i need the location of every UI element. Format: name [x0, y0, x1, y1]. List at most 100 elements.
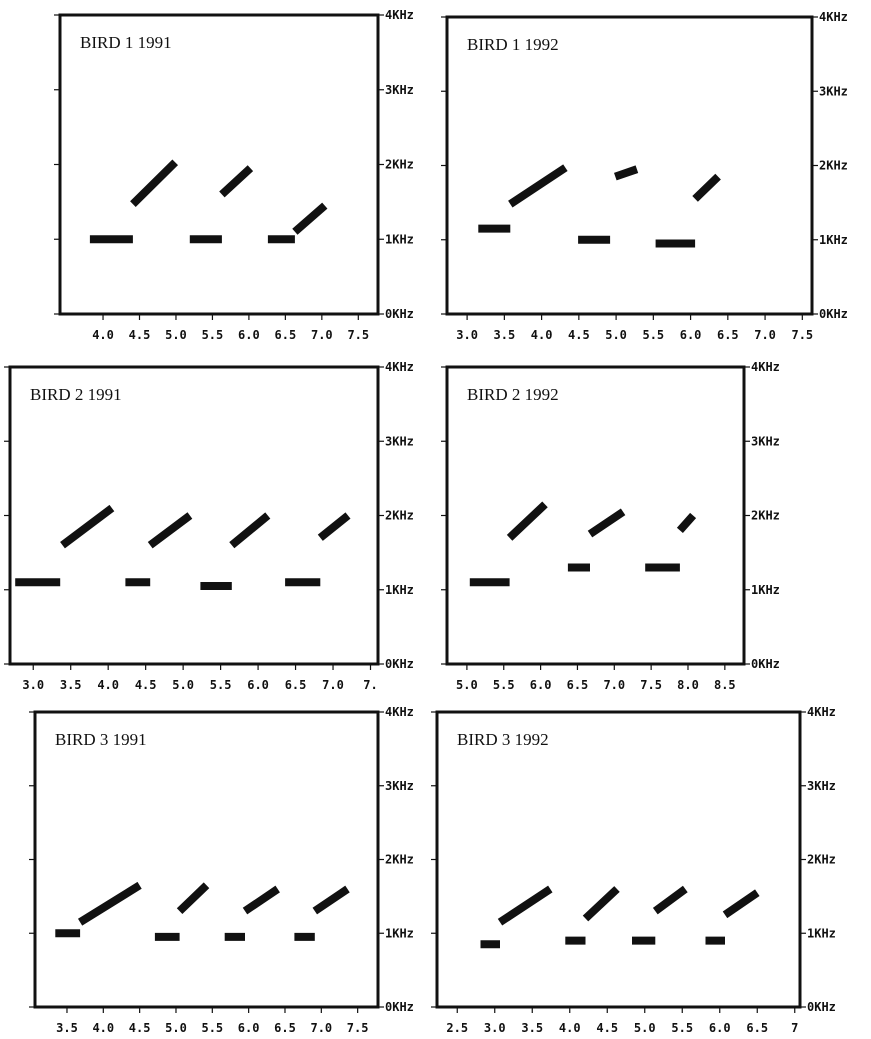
- x-tick-label: 7.: [363, 678, 377, 692]
- y-tick-label: 0KHz: [385, 307, 414, 321]
- y-tick-label: 2KHz: [385, 853, 414, 867]
- x-tick-label: 5.0: [172, 678, 194, 692]
- y-tick-label: 2KHz: [807, 853, 836, 867]
- y-tick-label: 2KHz: [751, 509, 780, 523]
- y-tick-label: 0KHz: [807, 1000, 836, 1014]
- y-tick-label: 1KHz: [385, 926, 414, 940]
- x-tick-label: 4.5: [568, 328, 590, 342]
- y-tick-label: 1KHz: [807, 926, 836, 940]
- x-tick-label: 3.0: [456, 328, 478, 342]
- y-tick-label: 3KHz: [807, 779, 836, 793]
- x-tick-label: 5.0: [634, 1021, 656, 1035]
- figure: BIRD 1 1991 4.0 4.5 5.0 5.5 6.0 6.5 7.0 7.5 0KHz 1…: [0, 0, 871, 1039]
- y-tick-label: 1KHz: [385, 232, 414, 246]
- y-tick-label: 4KHz: [819, 10, 848, 24]
- plot-frame: [447, 367, 744, 664]
- x-tick-label: 6.0: [530, 678, 552, 692]
- x-tick-label: 4.0: [97, 678, 119, 692]
- syllable-trace: [15, 508, 348, 586]
- panel-title: BIRD 2 1991: [30, 385, 122, 404]
- x-tick-label: 6.5: [567, 678, 589, 692]
- x-tick-label: 5.0: [605, 328, 627, 342]
- y-tick-label: 4KHz: [385, 705, 414, 719]
- y-tick-label: 0KHz: [385, 1000, 414, 1014]
- y-tick-label: 2KHz: [385, 158, 414, 172]
- panel-title: BIRD 2 1992: [467, 385, 559, 404]
- x-tick-label: 6.0: [238, 328, 260, 342]
- y-tick-label: 1KHz: [819, 233, 848, 247]
- y-tick-label: 4KHz: [807, 705, 836, 719]
- x-tick-label: 7.5: [791, 328, 813, 342]
- x-tick-label: 5.5: [201, 1021, 223, 1035]
- y-tick-label: 3KHz: [385, 83, 414, 97]
- x-tick-label: 5.0: [165, 1021, 187, 1035]
- x-tick-label: 5.5: [210, 678, 232, 692]
- x-tick-label: 6.0: [680, 328, 702, 342]
- x-tick-label: 3.5: [494, 328, 516, 342]
- x-tick-label: 5.5: [642, 328, 664, 342]
- x-tick-label: 2.5: [446, 1021, 468, 1035]
- syllable-trace: [478, 168, 718, 244]
- x-tick-label: 4.5: [129, 1021, 151, 1035]
- x-tick-label: 4.0: [92, 1021, 114, 1035]
- x-tick-label: 7.0: [754, 328, 776, 342]
- y-tick-label: 4KHz: [385, 360, 414, 374]
- panel-title: BIRD 3 1992: [457, 730, 549, 749]
- y-tick-label: 0KHz: [819, 307, 848, 321]
- x-tick-label: 7.0: [311, 328, 333, 342]
- x-tick-label: 6.0: [247, 678, 269, 692]
- x-tick-label: 7.0: [310, 1021, 332, 1035]
- syllable-trace: [55, 885, 347, 937]
- y-tick-label: 4KHz: [385, 8, 414, 22]
- x-tick-label: 3.0: [22, 678, 44, 692]
- x-tick-label: 5.5: [493, 678, 515, 692]
- x-tick-label: 5.5: [671, 1021, 693, 1035]
- y-tick-label: 0KHz: [751, 657, 780, 671]
- y-tick-label: 1KHz: [385, 583, 414, 597]
- x-tick-label: 8.0: [677, 678, 699, 692]
- y-tick-label: 3KHz: [751, 434, 780, 448]
- x-tick-label: 4.0: [559, 1021, 581, 1035]
- plot-frame: [60, 15, 378, 314]
- panel-title: BIRD 1 1991: [80, 33, 172, 52]
- x-tick-label: 6.5: [274, 1021, 296, 1035]
- y-tick-label: 2KHz: [819, 159, 848, 173]
- x-tick-label: 6.5: [275, 328, 297, 342]
- syllable-trace: [470, 504, 693, 582]
- y-tick-label: 0KHz: [385, 657, 414, 671]
- x-tick-label: 8.5: [714, 678, 736, 692]
- x-tick-label: 7.5: [347, 1021, 369, 1035]
- x-tick-label: 6.0: [238, 1021, 260, 1035]
- x-tick-label: 6.0: [709, 1021, 731, 1035]
- plot-frame: [447, 17, 812, 314]
- x-tick-label: 7.0: [603, 678, 625, 692]
- y-tick-label: 3KHz: [385, 779, 414, 793]
- syllable-trace: [481, 889, 758, 944]
- syllable-trace: [90, 162, 325, 239]
- x-tick-label: 6.5: [746, 1021, 768, 1035]
- x-tick-label: 3.5: [60, 678, 82, 692]
- plot-frame: [437, 712, 800, 1007]
- x-tick-label: 4.0: [92, 328, 114, 342]
- x-tick-label: 5.0: [456, 678, 478, 692]
- panel-title: BIRD 1 1992: [467, 35, 559, 54]
- x-tick-label: 3.0: [484, 1021, 506, 1035]
- x-tick-label: 4.5: [596, 1021, 618, 1035]
- y-tick-label: 4KHz: [751, 360, 780, 374]
- x-tick-label: 7: [791, 1021, 798, 1035]
- y-tick-label: 2KHz: [385, 509, 414, 523]
- x-tick-label: 5.0: [165, 328, 187, 342]
- x-tick-label: 5.5: [202, 328, 224, 342]
- x-tick-label: 4.5: [129, 328, 151, 342]
- x-tick-label: 4.0: [531, 328, 553, 342]
- x-tick-label: 7.0: [322, 678, 344, 692]
- y-tick-label: 3KHz: [385, 434, 414, 448]
- plot-frame: [10, 367, 378, 664]
- panel-title: BIRD 3 1991: [55, 730, 147, 749]
- x-tick-label: 3.5: [521, 1021, 543, 1035]
- x-tick-label: 7.5: [640, 678, 662, 692]
- x-tick-label: 6.5: [717, 328, 739, 342]
- plot-frame: [35, 712, 378, 1007]
- x-tick-label: 7.5: [347, 328, 369, 342]
- y-tick-label: 3KHz: [819, 84, 848, 98]
